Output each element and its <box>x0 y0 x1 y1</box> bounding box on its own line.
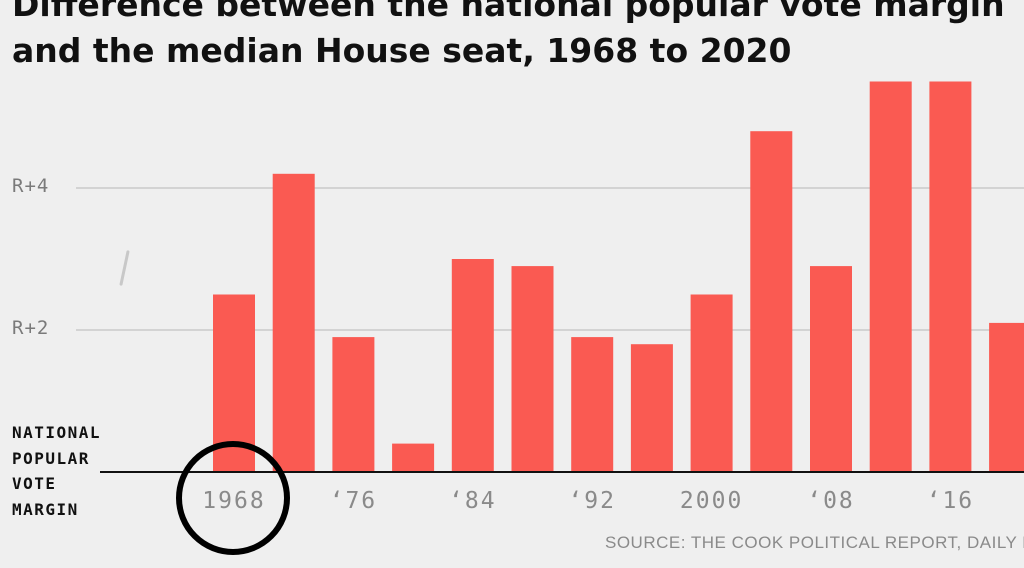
x-tick-label: 2000 <box>679 488 744 514</box>
baseline-label-line: NATIONAL <box>12 423 102 442</box>
source-note: SOURCE: THE COOK POLITICAL REPORT, DAILY… <box>605 533 1024 552</box>
x-tick-label: ‘16 <box>926 488 975 514</box>
bar-1988 <box>511 266 554 472</box>
bar-2008 <box>810 266 852 472</box>
bars <box>213 81 1024 473</box>
bar-1984 <box>451 259 494 472</box>
bar-1980 <box>392 443 435 472</box>
x-tick-label: ‘84 <box>449 488 497 514</box>
bar-2012 <box>869 81 912 472</box>
bar-2020 <box>989 322 1024 472</box>
bar-1976 <box>332 337 375 472</box>
baseline-label: NATIONAL POPULAR VOTE MARGIN <box>12 420 101 522</box>
bar-2004 <box>750 131 793 472</box>
y-tick-label: R+4 <box>12 175 50 197</box>
x-tick-label: ‘08 <box>807 488 855 514</box>
baseline-label-line: VOTE <box>12 474 57 493</box>
annotation-circle <box>176 441 290 555</box>
y-tick-label: R+2 <box>12 317 50 339</box>
bar-1996 <box>630 344 673 472</box>
bar-2016 <box>929 81 972 472</box>
x-tick-label: ‘76 <box>329 488 378 514</box>
bar-1992 <box>571 337 614 472</box>
bar-2000 <box>690 294 733 472</box>
chart-title: Difference between the national popular … <box>12 0 1005 70</box>
baseline-label-line: MARGIN <box>12 499 79 519</box>
bar-1972 <box>272 173 315 473</box>
baseline-label-line: POPULAR <box>12 448 90 468</box>
x-tick-label: ‘92 <box>568 488 616 514</box>
